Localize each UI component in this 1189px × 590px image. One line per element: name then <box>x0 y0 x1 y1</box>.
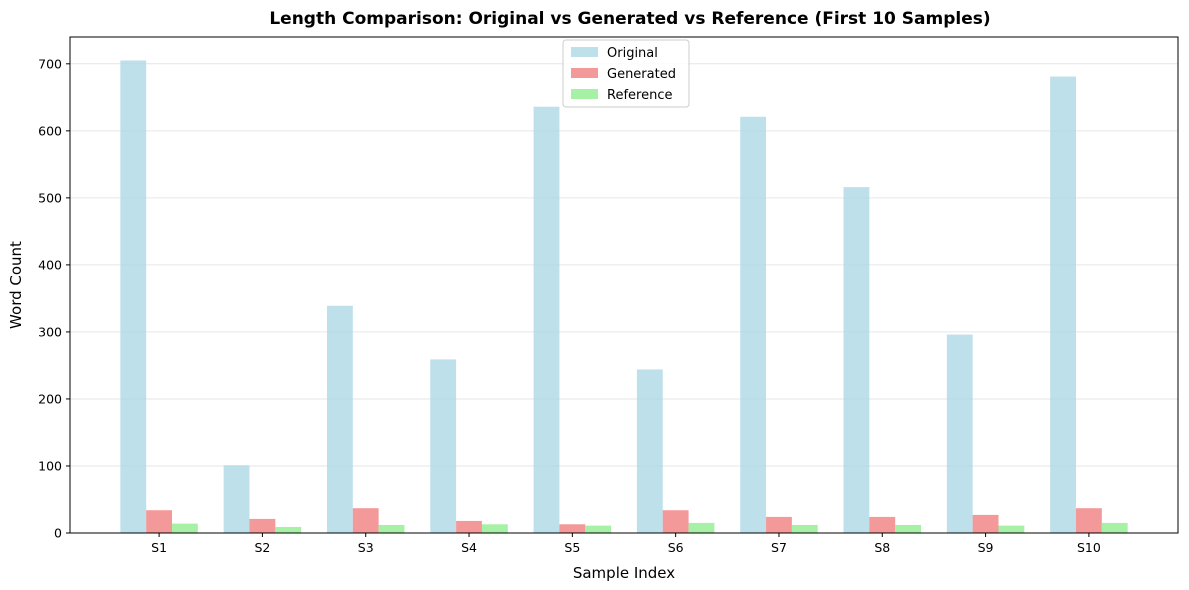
bars <box>120 60 1128 534</box>
x-axis-label: Sample Index <box>573 564 675 582</box>
y-tick-label: 500 <box>38 190 62 205</box>
bar-reference-s4 <box>481 524 508 533</box>
bar-reference-s6 <box>688 522 715 533</box>
bar-reference-s9 <box>998 525 1025 533</box>
x-tick-label: S3 <box>358 540 374 555</box>
bar-generated-s9 <box>972 514 999 533</box>
bar-reference-s7 <box>791 524 818 533</box>
legend-swatch <box>571 47 598 57</box>
y-tick-label: 700 <box>38 56 62 71</box>
bar-original-s3 <box>326 305 353 533</box>
bar-generated-s5 <box>559 524 586 533</box>
bar-original-s5 <box>533 106 560 534</box>
bar-original-s10 <box>1050 76 1076 534</box>
bar-original-s1 <box>120 60 147 534</box>
legend-label: Original <box>607 46 658 61</box>
x-tick-label: S5 <box>564 540 580 555</box>
bar-original-s8 <box>843 187 870 533</box>
y-tick-label: 0 <box>54 526 62 541</box>
bar-generated-s3 <box>352 508 379 533</box>
plot-frame <box>69 36 1179 534</box>
x-tick-label: S9 <box>978 540 994 555</box>
y-tick-label: 400 <box>38 257 62 272</box>
x-tick-label: S7 <box>771 540 787 555</box>
y-axis-label: Word Count <box>7 241 25 329</box>
bar-generated-s4 <box>456 520 482 533</box>
y-tick-label: 300 <box>38 324 62 339</box>
bar-reference-s3 <box>378 524 405 533</box>
bar-generated-s1 <box>146 510 173 533</box>
x-tick-label: S8 <box>874 540 890 555</box>
bar-generated-s7 <box>766 516 792 533</box>
x-tick-label: S1 <box>151 540 167 555</box>
chart-title: Length Comparison: Original vs Generated… <box>269 9 990 29</box>
y-tick-label: 200 <box>38 391 62 406</box>
legend-label: Generated <box>607 67 676 82</box>
bar-reference-s1 <box>172 523 198 533</box>
y-tick-label: 600 <box>38 123 62 138</box>
bar-reference-s10 <box>1101 522 1128 533</box>
bar-original-s6 <box>636 369 663 533</box>
bar-reference-s5 <box>585 525 612 533</box>
legend-swatch <box>571 89 598 99</box>
bar-reference-s2 <box>275 526 302 533</box>
x-tick-label: S10 <box>1077 540 1101 555</box>
x-tick-label: S6 <box>668 540 684 555</box>
legend: Original Generated Reference <box>562 39 690 108</box>
bar-original-s7 <box>740 116 767 533</box>
legend-label: Reference <box>607 88 672 103</box>
y-axis: 0 100 200 300 400 500 600 700 <box>38 56 70 541</box>
bar-reference-s8 <box>895 524 922 533</box>
x-tick-label: S2 <box>254 540 270 555</box>
bar-original-s4 <box>430 359 457 533</box>
x-tick-label: S4 <box>461 540 477 555</box>
bar-original-s9 <box>946 334 973 533</box>
bar-original-s2 <box>223 465 250 533</box>
bar-generated-s2 <box>249 518 276 533</box>
y-tick-label: 100 <box>38 458 62 473</box>
bar-generated-s10 <box>1075 508 1102 533</box>
bar-generated-s8 <box>869 516 896 533</box>
bar-generated-s6 <box>662 510 689 533</box>
legend-swatch <box>571 68 598 78</box>
x-axis: S1 S2 S3 S4 S5 S6 S7 S8 S9 S10 <box>151 533 1101 555</box>
